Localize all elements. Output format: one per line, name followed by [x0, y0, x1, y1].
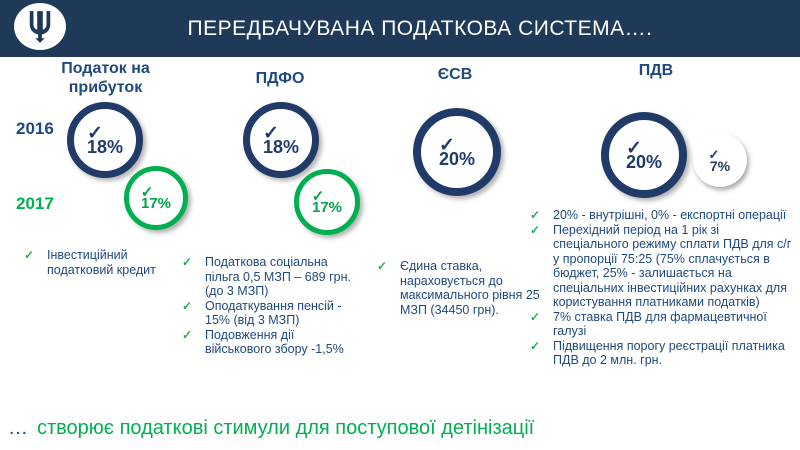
list-item: ✓ Інвестиційний податковий кредит — [24, 248, 176, 277]
column-title-pdfo: ПДФО — [255, 70, 305, 87]
ukraine-trident-icon — [29, 10, 51, 43]
closing-statement: … створює податкові стимули для поступово… — [8, 417, 534, 440]
bullet-text: Підвищення порогу реєстрації платника ПД… — [553, 338, 785, 368]
check-icon: ✓ — [530, 338, 541, 353]
bullet-text: Єдина ставка, нараховується до максималь… — [400, 259, 540, 317]
column-title-pdv: ПДВ — [638, 62, 674, 79]
check-icon: ✓ — [140, 184, 154, 201]
row-label-2017: 2017 — [16, 194, 54, 213]
closing-text: створює податкові стимули для поступової… — [37, 417, 535, 439]
check-icon: ✓ — [708, 146, 720, 162]
check-icon: ✓ — [439, 135, 455, 156]
column-title-profit-tax: Податок на прибуток — [61, 60, 150, 96]
rate-badge-profit-2017: ✓ 17% — [124, 166, 188, 230]
bullet-text: Оподаткування пенсій - 15% (від 3 МЗП) — [205, 298, 342, 328]
rate-badge-pdv-7pct: ✓ 7% — [693, 133, 747, 187]
bullet-text: 7% ставка ПДВ для фармацевтичної галузі — [553, 309, 767, 339]
bullet-text: Податкова соціальна пільга 0,5 МЗП – 689… — [205, 255, 351, 298]
list-item: ✓ Податкова соціальна пільга 0,5 МЗП – 6… — [182, 255, 364, 299]
check-icon: ✓ — [182, 327, 193, 342]
closing-ellipsis: … — [8, 417, 28, 439]
check-icon: ✓ — [24, 248, 35, 262]
rate-value: 7% — [709, 157, 731, 174]
check-icon: ✓ — [377, 259, 388, 273]
rate-value: 18% — [86, 137, 124, 157]
check-icon: ✓ — [182, 298, 193, 313]
bullet-text: 20% - внутрішні, 0% - експортні операції — [553, 208, 787, 222]
list-item: ✓ Подовження дії військового збору -1,5% — [182, 328, 364, 357]
rate-value: 17% — [140, 195, 172, 212]
rate-badge-pdfo-2016: ✓ 18% — [243, 102, 319, 178]
check-icon: ✓ — [87, 123, 103, 144]
check-icon: ✓ — [530, 222, 541, 237]
rate-value: 20% — [438, 149, 476, 169]
check-icon: ✓ — [263, 123, 279, 144]
rate-badge-pdfo-2017: ✓ 17% — [294, 169, 360, 235]
check-icon: ✓ — [626, 138, 642, 159]
column-title-esv: ЄСВ — [437, 66, 473, 83]
page-title: ПЕРЕДБАЧУВАНА ПОДАТКОВА СИСТЕМА…. — [187, 16, 653, 40]
list-item: ✓ Перехідний період на 1 рік зі спеціаль… — [530, 223, 796, 310]
list-item: ✓ Оподаткування пенсій - 15% (від 3 МЗП) — [182, 299, 364, 328]
rate-badge-pdv-2016: ✓ 20% — [601, 112, 687, 198]
header-bar: ПЕРЕДБАЧУВАНА ПОДАТКОВА СИСТЕМА…. — [0, 0, 800, 57]
bullet-text: Подовження дії військового збору -1,5% — [205, 327, 344, 357]
bullet-list-esv: ✓ Єдина ставка, нараховується до максима… — [377, 259, 542, 317]
rate-badge-esv-2016: ✓ 20% — [413, 108, 501, 196]
rate-value: 18% — [262, 137, 300, 157]
rate-value: 17% — [311, 199, 343, 216]
logo-badge — [14, 3, 66, 50]
list-item: ✓ Єдина ставка, нараховується до максима… — [377, 259, 542, 317]
rate-value: 20% — [625, 152, 663, 172]
bullet-list-pdfo: ✓ Податкова соціальна пільга 0,5 МЗП – 6… — [182, 255, 364, 357]
row-label-2016: 2016 — [16, 119, 54, 138]
check-icon: ✓ — [530, 309, 541, 324]
list-item: ✓ Підвищення порогу реєстрації платника … — [530, 339, 796, 368]
list-item: ✓ 7% ставка ПДВ для фармацевтичної галуз… — [530, 310, 796, 339]
rate-badge-profit-2016: ✓ 18% — [67, 102, 143, 178]
bullet-text: Інвестиційний податковий кредит — [47, 248, 156, 277]
list-item: ✓ 20% - внутрішні, 0% - експортні операц… — [530, 208, 796, 223]
check-icon: ✓ — [182, 255, 193, 269]
bullet-list-profit-tax: ✓ Інвестиційний податковий кредит — [24, 248, 176, 277]
bullet-list-pdv: ✓ 20% - внутрішні, 0% - експортні операц… — [530, 208, 796, 368]
check-icon: ✓ — [530, 208, 541, 222]
check-icon: ✓ — [311, 188, 325, 205]
bullet-text: Перехідний період на 1 рік зі спеціально… — [553, 222, 792, 310]
